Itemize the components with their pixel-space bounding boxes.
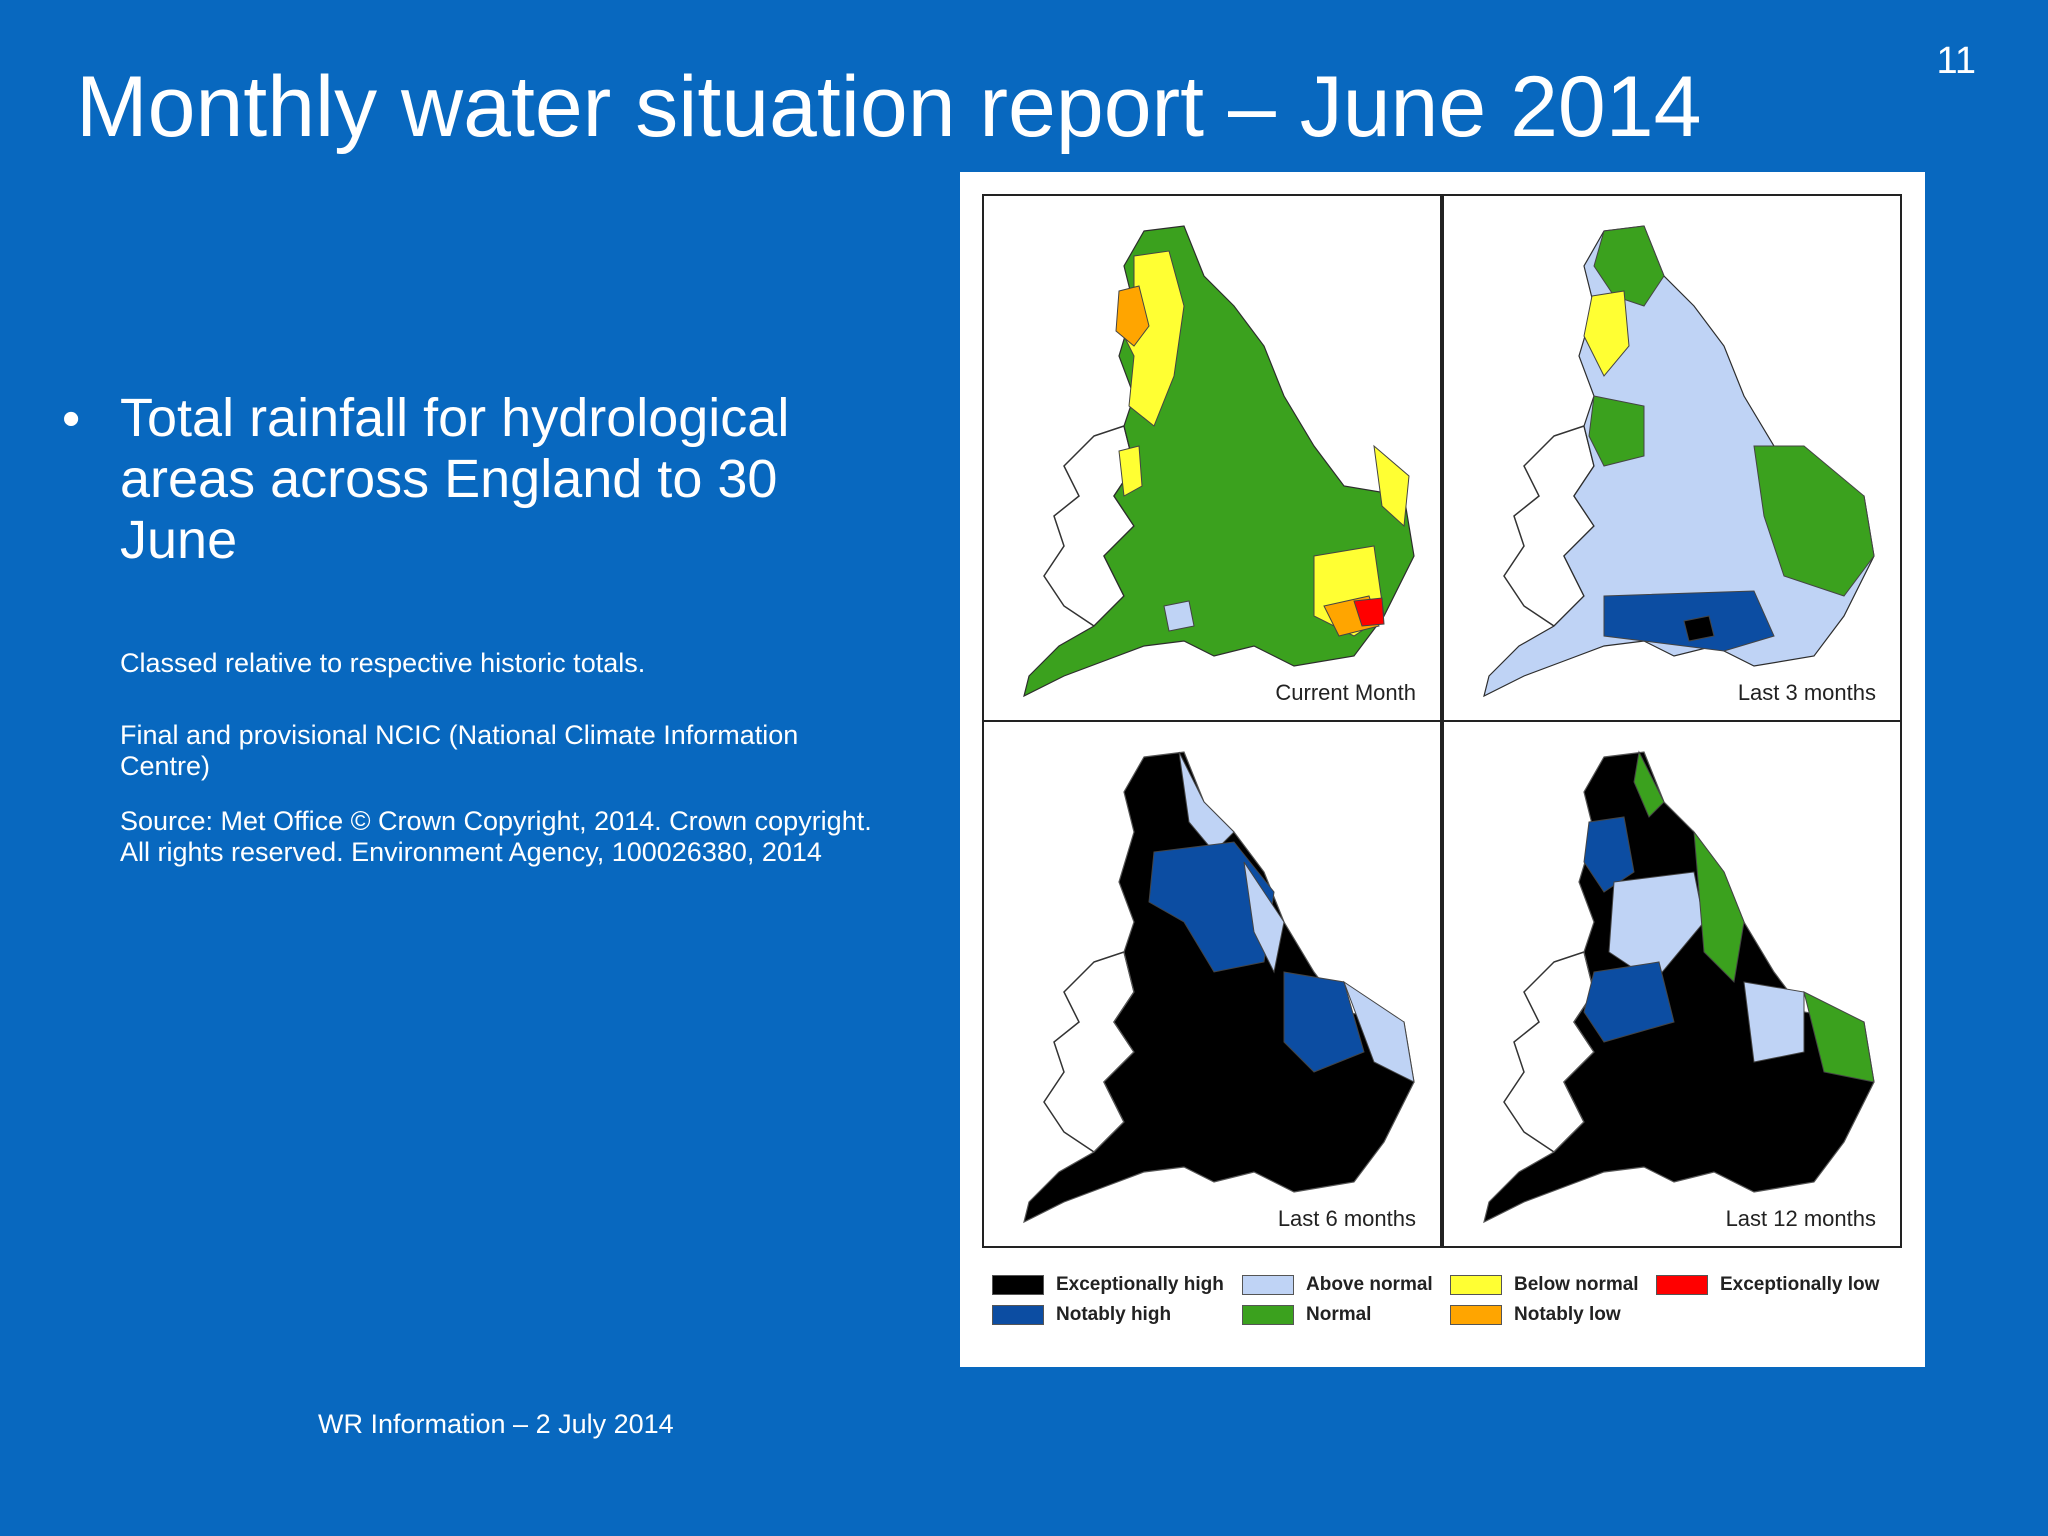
normal-area-east [1803, 991, 1875, 1083]
legend-swatch [1242, 1275, 1294, 1295]
panel-label-current-month: Current Month [1275, 680, 1416, 705]
rainfall-map-figure: Current Month Last 3 months Last 6 month… [960, 172, 1925, 1367]
note-classification: Classed relative to respective historic … [120, 648, 646, 678]
legend-item-below-normal: Below normal [1450, 1274, 1639, 1296]
england-region [1483, 751, 1875, 1224]
below-normal-area-wm [1118, 445, 1143, 497]
above-normal-area-east [1743, 981, 1805, 1063]
map-last-3-months [1483, 225, 1875, 698]
exceptionally-low-area-se [1353, 597, 1385, 627]
normal-area-east [1753, 445, 1875, 597]
above-normal-area-sw [1163, 600, 1195, 632]
wales-outline [1503, 951, 1595, 1153]
legend-swatch [992, 1275, 1044, 1295]
normal-area-mid [1588, 395, 1645, 467]
normal-area-north [1593, 225, 1665, 307]
note-ncic: Final and provisional NCIC (National Cli… [120, 720, 799, 781]
above-normal-area-north [1178, 751, 1235, 853]
above-normal-area-mid [1608, 871, 1705, 983]
normal-area-ne [1693, 830, 1745, 984]
panel-label-last-3-months: Last 3 months [1737, 680, 1876, 705]
wales-outline [1503, 425, 1595, 627]
legend-swatch [1450, 1275, 1502, 1295]
legend-item-above-normal: Above normal [1242, 1274, 1433, 1296]
map-panel-current-month: Current Month [982, 194, 1442, 722]
legend-swatch [1242, 1305, 1294, 1325]
notably-high-area-east [1283, 971, 1365, 1073]
slide-number: 11 [1936, 40, 1976, 82]
bullet-point: • Total rainfall for hydrological areas … [62, 388, 882, 571]
map-last-12-months [1483, 750, 1875, 1224]
notably-high-area-north [1148, 841, 1275, 973]
bullet-text: Total rainfall for hydrological areas ac… [120, 388, 790, 570]
legend-item-exceptionally-high: Exceptionally high [992, 1274, 1224, 1296]
map-legend: Exceptionally high Notably high Above no… [992, 1274, 1912, 1344]
footer-text: WR Information – 2 July 2014 [318, 1409, 674, 1439]
map-panel-last-12-months: Last 12 months [1442, 720, 1902, 1248]
exceptionally-high-area-south [1683, 615, 1715, 642]
legend-swatch [992, 1305, 1044, 1325]
map-panel-last-3-months: Last 3 months [1442, 194, 1902, 722]
legend-item-notably-low: Notably low [1450, 1304, 1621, 1326]
above-normal-area-east [1342, 980, 1415, 1083]
normal-area-north [1633, 750, 1665, 818]
above-normal-area-ne [1243, 861, 1285, 974]
map-last-6-months [1023, 751, 1415, 1224]
below-normal-area-east [1373, 444, 1410, 528]
notably-high-area-mid [1583, 961, 1675, 1043]
legend-swatch [1450, 1305, 1502, 1325]
map-panel-last-6-months: Last 6 months [982, 720, 1442, 1248]
legend-swatch [1656, 1275, 1708, 1295]
england-region [1483, 225, 1875, 698]
legend-item-exceptionally-low: Exceptionally low [1656, 1274, 1879, 1296]
panel-label-last-12-months: Last 12 months [1725, 1206, 1876, 1231]
map-current-month [1023, 225, 1415, 698]
legend-item-notably-high: Notably high [992, 1304, 1171, 1326]
bullet-icon: • [62, 390, 81, 448]
slide-title: Monthly water situation report – June 20… [76, 59, 1702, 155]
notably-low-area-nw [1115, 285, 1150, 347]
panel-label-last-6-months: Last 6 months [1277, 1206, 1416, 1231]
england-region [1023, 751, 1415, 1224]
wales-outline [1043, 951, 1135, 1153]
note-source: Source: Met Office © Crown Copyright, 20… [120, 806, 872, 867]
below-normal-area-nw [1583, 290, 1630, 377]
legend-item-normal: Normal [1242, 1304, 1371, 1326]
